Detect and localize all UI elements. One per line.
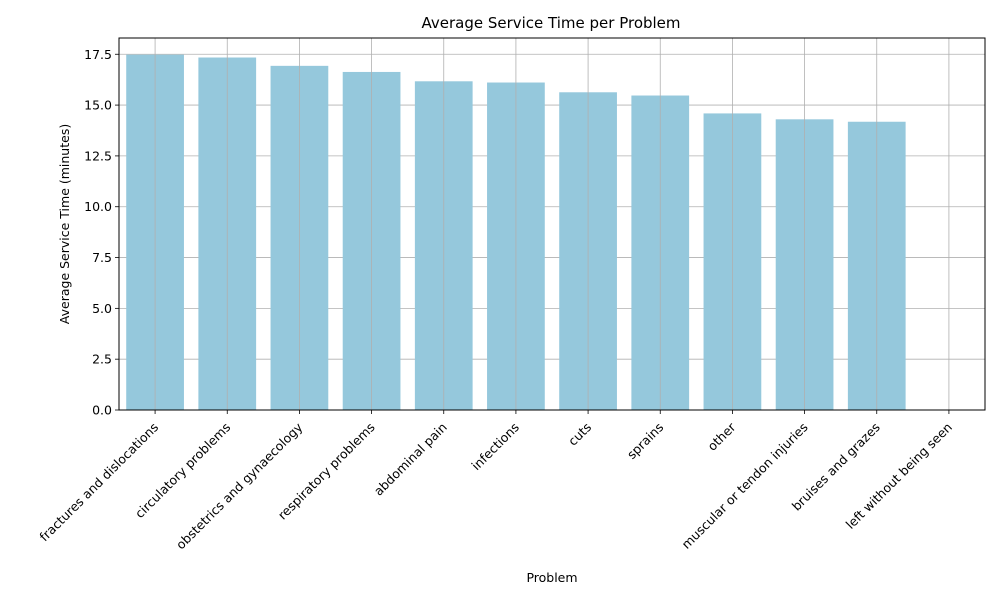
x-tick-label: other bbox=[704, 419, 739, 454]
y-tick-label: 12.5 bbox=[84, 148, 112, 163]
y-tick-label: 7.5 bbox=[92, 250, 112, 265]
y-tick-label: 10.0 bbox=[84, 199, 112, 214]
plot-frame bbox=[118, 37, 986, 411]
x-tick-label: abdominal pain bbox=[371, 420, 450, 499]
x-tick-label: infections bbox=[468, 420, 522, 474]
x-tick-label: muscular or tendon injuries bbox=[678, 420, 810, 552]
y-tick-label: 5.0 bbox=[92, 301, 112, 316]
x-tick-label: cuts bbox=[565, 420, 594, 449]
x-tick-label: sprains bbox=[624, 420, 667, 463]
grid-lines bbox=[119, 53, 985, 411]
x-axis-label: Problem bbox=[526, 570, 577, 585]
y-tick-label: 2.5 bbox=[92, 352, 112, 367]
x-grid-lines bbox=[154, 38, 950, 410]
y-tick-label: 15.0 bbox=[84, 98, 112, 113]
x-tick-label: fractures and dislocations bbox=[36, 420, 161, 545]
chart-title: Average Service Time per Problem bbox=[421, 14, 680, 32]
y-axis-label: Average Service Time (minutes) bbox=[57, 124, 72, 324]
y-tick-label: 0.0 bbox=[92, 403, 112, 418]
y-axis-ticks: 0.0 2.5 5.0 7.5 10.0 12.5 15.0 17.5 bbox=[84, 47, 119, 418]
x-tick-label: obstetrics and gynaecology bbox=[173, 419, 306, 552]
y-tick-label: 17.5 bbox=[84, 47, 112, 62]
